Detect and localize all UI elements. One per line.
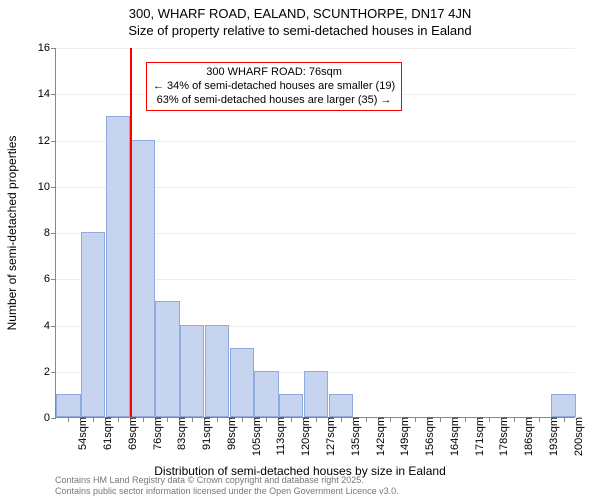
xtick-label: 127sqm	[321, 417, 337, 456]
xtick-mark	[167, 417, 168, 422]
xtick-mark	[242, 417, 243, 422]
y-axis-label: Number of semi-detached properties	[5, 136, 19, 331]
gridline	[56, 48, 575, 49]
xtick-mark	[118, 417, 119, 422]
xtick-label: 193sqm	[544, 417, 560, 456]
xtick-label: 76sqm	[148, 417, 164, 450]
histogram-bar	[329, 394, 353, 417]
property-marker-line	[130, 48, 132, 417]
xtick-label: 200sqm	[569, 417, 585, 456]
ytick-label: 4	[44, 320, 56, 332]
xtick-mark	[217, 417, 218, 422]
xtick-label: 186sqm	[519, 417, 535, 456]
histogram-bar	[230, 348, 254, 417]
chart-area: 024681012141654sqm61sqm69sqm76sqm83sqm91…	[55, 48, 575, 418]
xtick-mark	[316, 417, 317, 422]
histogram-bar	[254, 371, 278, 417]
xtick-mark	[366, 417, 367, 422]
xtick-mark	[465, 417, 466, 422]
annotation-line-3: 63% of semi-detached houses are larger (…	[153, 94, 395, 108]
ytick-label: 0	[44, 412, 56, 424]
attribution-line-1: Contains HM Land Registry data © Crown c…	[55, 475, 399, 486]
plot: 024681012141654sqm61sqm69sqm76sqm83sqm91…	[55, 48, 575, 418]
ytick-label: 8	[44, 227, 56, 239]
histogram-bar	[155, 301, 179, 417]
xtick-label: 105sqm	[247, 417, 263, 456]
xtick-label: 83sqm	[172, 417, 188, 450]
xtick-label: 69sqm	[123, 417, 139, 450]
histogram-bar	[180, 325, 204, 418]
annotation-box: 300 WHARF ROAD: 76sqm← 34% of semi-detac…	[146, 62, 402, 111]
xtick-mark	[341, 417, 342, 422]
xtick-label: 178sqm	[494, 417, 510, 456]
xtick-mark	[291, 417, 292, 422]
xtick-label: 164sqm	[445, 417, 461, 456]
histogram-bar	[131, 140, 155, 418]
attribution-line-2: Contains public sector information licen…	[55, 486, 399, 497]
annotation-line-2: ← 34% of semi-detached houses are smalle…	[153, 80, 395, 94]
ytick-label: 2	[44, 366, 56, 378]
xtick-mark	[415, 417, 416, 422]
xtick-mark	[514, 417, 515, 422]
title-line-2: Size of property relative to semi-detach…	[0, 23, 600, 40]
xtick-mark	[266, 417, 267, 422]
xtick-label: 54sqm	[73, 417, 89, 450]
ytick-label: 16	[38, 42, 56, 54]
xtick-label: 98sqm	[222, 417, 238, 450]
xtick-mark	[390, 417, 391, 422]
histogram-bar	[551, 394, 575, 417]
histogram-bar	[279, 394, 303, 417]
ytick-label: 12	[38, 135, 56, 147]
ytick-label: 14	[38, 88, 56, 100]
xtick-mark	[143, 417, 144, 422]
xtick-mark	[68, 417, 69, 422]
histogram-bar	[56, 394, 80, 417]
xtick-mark	[93, 417, 94, 422]
histogram-bar	[304, 371, 328, 417]
ytick-label: 10	[38, 181, 56, 193]
xtick-label: 91sqm	[197, 417, 213, 450]
histogram-bar	[81, 232, 105, 417]
xtick-label: 61sqm	[98, 417, 114, 450]
xtick-label: 149sqm	[395, 417, 411, 456]
title-block: 300, WHARF ROAD, EALAND, SCUNTHORPE, DN1…	[0, 0, 600, 40]
xtick-label: 156sqm	[420, 417, 436, 456]
chart-container: 300, WHARF ROAD, EALAND, SCUNTHORPE, DN1…	[0, 0, 600, 500]
xtick-mark	[539, 417, 540, 422]
xtick-mark	[192, 417, 193, 422]
annotation-line-1: 300 WHARF ROAD: 76sqm	[153, 66, 395, 80]
xtick-label: 142sqm	[371, 417, 387, 456]
histogram-bar	[106, 116, 130, 417]
xtick-label: 113sqm	[271, 417, 287, 455]
xtick-mark	[440, 417, 441, 422]
histogram-bar	[205, 325, 229, 418]
xtick-mark	[564, 417, 565, 422]
xtick-label: 135sqm	[346, 417, 362, 456]
xtick-label: 120sqm	[296, 417, 312, 456]
xtick-label: 171sqm	[470, 417, 486, 456]
xtick-mark	[489, 417, 490, 422]
ytick-label: 6	[44, 273, 56, 285]
title-line-1: 300, WHARF ROAD, EALAND, SCUNTHORPE, DN1…	[0, 6, 600, 23]
attribution: Contains HM Land Registry data © Crown c…	[55, 475, 399, 498]
